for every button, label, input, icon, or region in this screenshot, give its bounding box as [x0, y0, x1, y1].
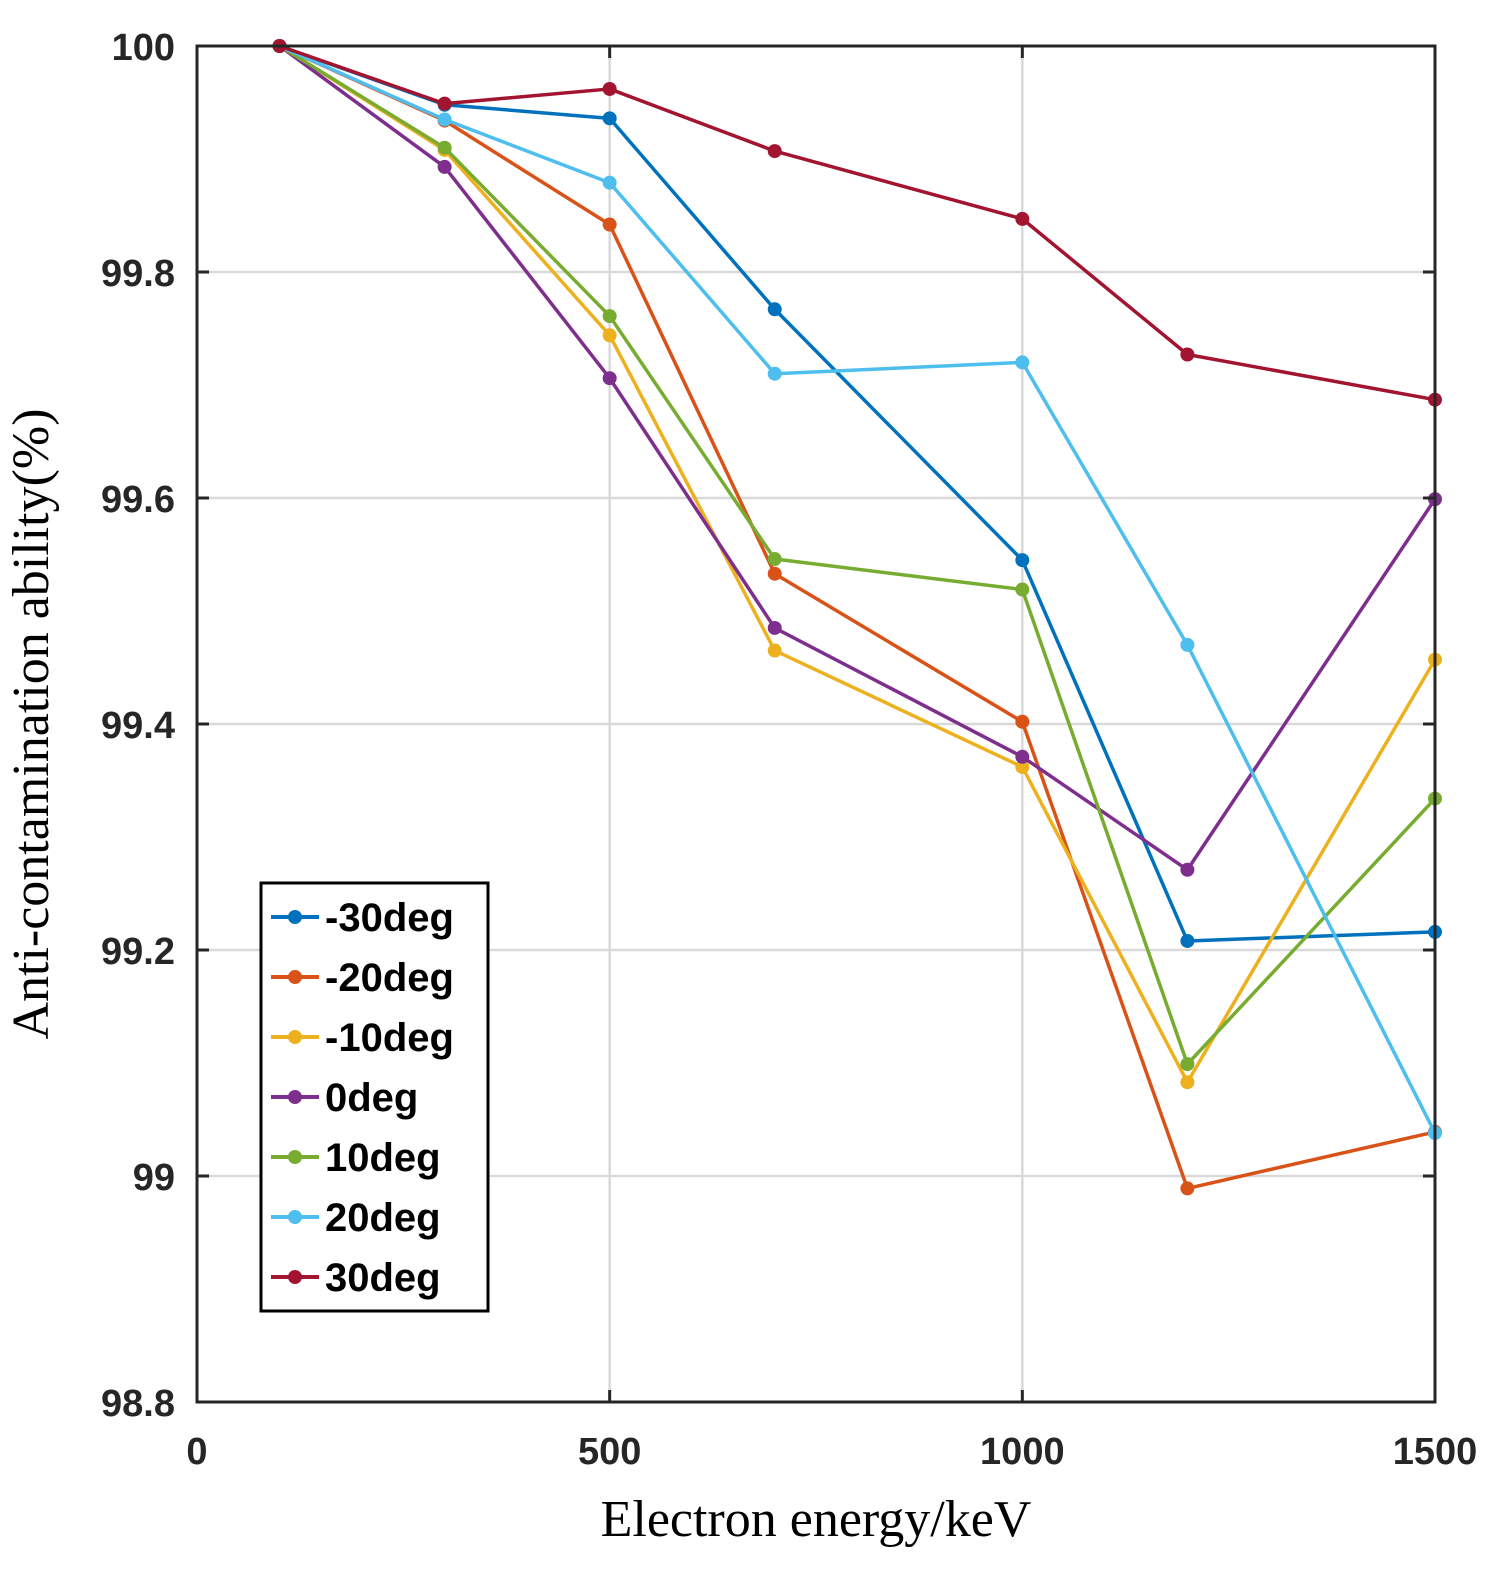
legend-item: 0deg: [271, 1076, 418, 1120]
legend-item: 20deg: [271, 1196, 441, 1240]
y-tick-label: 99.4: [101, 705, 175, 747]
legend-item: -10deg: [271, 1016, 454, 1060]
legend-swatch-marker: [288, 1150, 302, 1164]
legend-swatch-marker: [288, 1090, 302, 1104]
x-tick-label: 0: [186, 1431, 207, 1473]
series-30deg: [272, 39, 1442, 407]
x-axis-title: Electron energy/keV: [601, 1491, 1032, 1548]
data-point: [602, 111, 617, 126]
data-point: [602, 175, 617, 190]
data-point: [437, 96, 452, 111]
data-point: [767, 302, 782, 317]
data-point: [1015, 553, 1030, 568]
legend-swatch-marker: [288, 1210, 302, 1224]
data-point: [1180, 637, 1195, 652]
y-tick-label: 99.6: [101, 479, 175, 521]
x-tick-label: 1500: [1393, 1431, 1478, 1473]
data-point: [767, 144, 782, 159]
legend-item: 10deg: [271, 1136, 441, 1180]
legend-swatch-marker: [288, 1270, 302, 1284]
legend-label: 20deg: [325, 1196, 441, 1240]
legend-label: 10deg: [325, 1136, 441, 1180]
x-tick-label: 1000: [980, 1431, 1065, 1473]
data-point: [1015, 355, 1030, 370]
x-tick-label: 500: [578, 1431, 641, 1473]
data-point: [1180, 933, 1195, 948]
data-point: [1180, 862, 1195, 877]
data-point: [1180, 347, 1195, 362]
data-point: [767, 620, 782, 635]
y-axis-title: Anti-contamination ability(%): [3, 408, 60, 1039]
legend: -30deg -20deg -10deg 0deg 10deg 20deg 30deg: [259, 881, 490, 1313]
data-point: [767, 566, 782, 581]
legend-label: -30deg: [325, 896, 454, 940]
legend-label: 30deg: [325, 1256, 441, 1300]
legend-swatch-marker: [288, 970, 302, 984]
data-point: [602, 371, 617, 386]
data-point: [1015, 749, 1030, 764]
y-tick-label: 98.8: [101, 1383, 175, 1425]
data-point: [602, 328, 617, 343]
legend-item: 30deg: [271, 1256, 441, 1300]
legend-label: 0deg: [325, 1076, 418, 1120]
series-lines: [272, 39, 1442, 1196]
series-0deg: [272, 39, 1442, 877]
data-point: [767, 366, 782, 381]
data-point: [767, 643, 782, 658]
data-point: [1015, 211, 1030, 226]
legend-item: -30deg: [271, 896, 454, 940]
data-point: [437, 159, 452, 174]
series-line: [278, 44, 1437, 872]
data-point: [1180, 1057, 1195, 1072]
series-line: [278, 44, 1436, 402]
y-tick-label: 99.8: [101, 253, 175, 295]
data-point: [1015, 582, 1030, 597]
data-point: [437, 112, 452, 127]
data-point: [1015, 714, 1030, 729]
data-point: [602, 81, 617, 96]
data-point: [602, 309, 617, 324]
data-point: [602, 217, 617, 232]
y-tick-label: 100: [112, 27, 175, 69]
legend-swatch-marker: [288, 1030, 302, 1044]
data-point: [767, 552, 782, 567]
legend-item: -20deg: [271, 956, 454, 1000]
legend-label: -10deg: [325, 1016, 454, 1060]
data-point: [1180, 1181, 1195, 1196]
y-tick-label: 99: [133, 1157, 175, 1199]
axis-ticks: 0 500 1000 1500 98.8 99 99.2 99.4 99.6 99.8 100: [101, 27, 1477, 1473]
legend-swatch-marker: [288, 910, 302, 924]
data-point: [1015, 759, 1030, 774]
y-tick-label: 99.2: [101, 931, 175, 973]
data-point: [1180, 1075, 1195, 1090]
data-point: [437, 140, 452, 155]
legend-label: -20deg: [325, 956, 454, 1000]
